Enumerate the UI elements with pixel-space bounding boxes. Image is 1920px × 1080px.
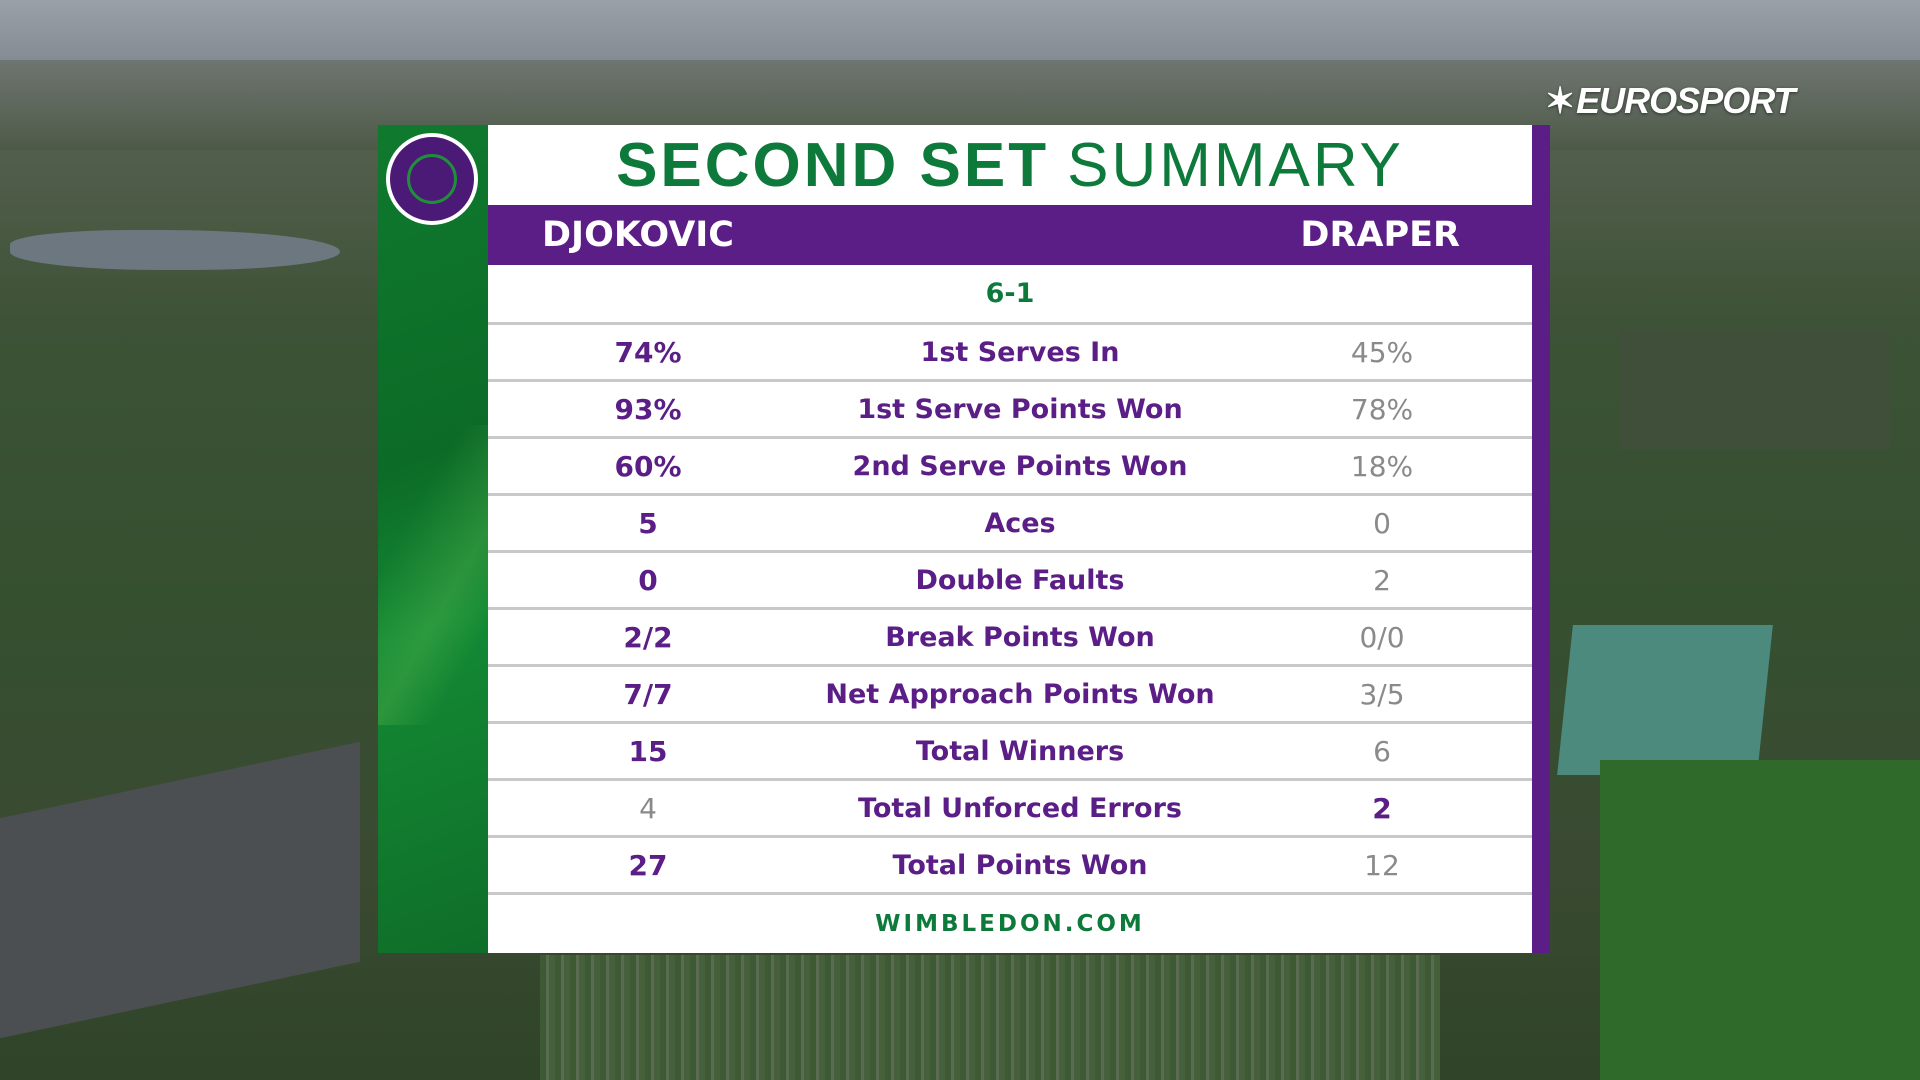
stat-right-value: 0 <box>1373 506 1391 540</box>
stat-row: 5 Aces 0 <box>488 496 1532 553</box>
stat-right-value: 78% <box>1350 392 1414 426</box>
stat-label: Total Winners <box>915 735 1125 767</box>
stat-left-value: 5 <box>638 506 658 540</box>
eurosport-star-icon: ✶ <box>1545 80 1575 121</box>
lake <box>10 230 340 270</box>
stat-row: 7/7 Net Approach Points Won 3/5 <box>488 667 1532 724</box>
stat-left-value: 15 <box>628 734 668 768</box>
purple-side-strip <box>1532 125 1550 953</box>
stat-right-value: 2 <box>1372 791 1392 825</box>
stats-card: SECOND SET SUMMARY DJOKOVIC DRAPER 6-1 7… <box>488 125 1532 953</box>
stadium-roof <box>1620 330 1890 450</box>
stat-row: 93% 1st Serve Points Won 78% <box>488 382 1532 439</box>
crossed-rackets-icon <box>407 154 457 204</box>
stat-left-value: 27 <box>628 848 668 882</box>
player-left-name: DJOKOVIC <box>542 215 734 255</box>
stat-right-value: 2 <box>1373 563 1391 597</box>
stat-right-value: 0/0 <box>1359 620 1405 654</box>
stat-row: 60% 2nd Serve Points Won 18% <box>488 439 1532 496</box>
stat-row: 0 Double Faults 2 <box>488 553 1532 610</box>
building-roof <box>0 741 360 1039</box>
stat-label: Total Unforced Errors <box>858 792 1182 824</box>
green-side-strip <box>378 125 488 953</box>
eurosport-logo-text: EUROSPORT <box>1576 80 1795 121</box>
stat-label: Double Faults <box>915 564 1125 596</box>
stat-row: 27 Total Points Won 12 <box>488 838 1532 895</box>
stat-left-value: 2/2 <box>623 620 673 654</box>
stat-right-value: 18% <box>1350 449 1414 483</box>
stat-label: Aces <box>984 507 1056 539</box>
stat-label: 1st Serves In <box>920 336 1120 368</box>
players-header: DJOKOVIC DRAPER <box>488 205 1532 265</box>
wimbledon-logo <box>386 133 478 225</box>
stat-label: 2nd Serve Points Won <box>852 450 1188 482</box>
stat-row: 4 Total Unforced Errors 2 <box>488 781 1532 838</box>
stat-row: 2/2 Break Points Won 0/0 <box>488 610 1532 667</box>
stat-left-value: 0 <box>638 563 658 597</box>
stat-label: Break Points Won <box>885 621 1155 653</box>
title-bold: SECOND SET <box>616 130 1050 200</box>
set-summary-graphic: SECOND SET SUMMARY DJOKOVIC DRAPER 6-1 7… <box>378 125 1550 953</box>
stat-right-value: 6 <box>1373 734 1391 768</box>
stat-label: Total Points Won <box>892 849 1148 881</box>
player-right-name: DRAPER <box>1300 215 1460 255</box>
footer-url: WIMBLEDON.COM <box>488 895 1532 953</box>
stats-table: 74% 1st Serves In 45% 93% 1st Serve Points W… <box>488 325 1532 895</box>
crowd-hill <box>540 955 1440 1080</box>
stat-left-value: 74% <box>614 335 682 369</box>
graphic-title: SECOND SET SUMMARY <box>488 125 1532 205</box>
stat-label: Net Approach Points Won <box>825 678 1215 710</box>
stat-row: 15 Total Winners 6 <box>488 724 1532 781</box>
title-light: SUMMARY <box>1067 130 1404 200</box>
stat-right-value: 3/5 <box>1359 677 1405 711</box>
stat-label: 1st Serve Points Won <box>857 393 1183 425</box>
stat-left-value: 4 <box>639 791 657 825</box>
stat-row: 74% 1st Serves In 45% <box>488 325 1532 382</box>
stat-right-value: 45% <box>1350 335 1414 369</box>
covered-court <box>1557 625 1773 775</box>
stat-left-value: 93% <box>614 392 682 426</box>
eurosport-logo: ✶EUROSPORT <box>1545 80 1796 122</box>
stat-right-value: 12 <box>1364 848 1400 882</box>
stat-left-value: 60% <box>614 449 682 483</box>
set-score: 6-1 <box>488 265 1532 325</box>
stat-left-value: 7/7 <box>623 677 673 711</box>
lawn <box>1600 760 1920 1080</box>
